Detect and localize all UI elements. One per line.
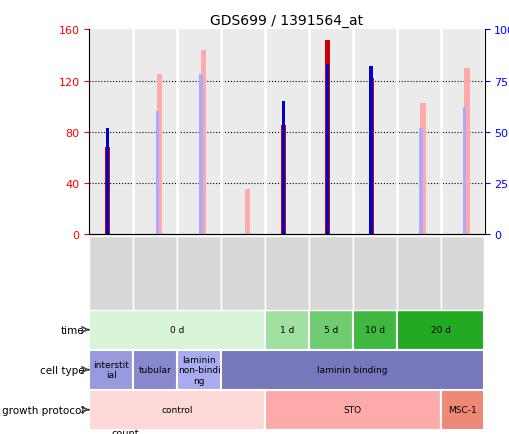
Bar [89, 237, 133, 310]
Text: 0 d: 0 d [169, 326, 184, 334]
Bar [89, 310, 264, 350]
Text: laminin
non-bindi
ng: laminin non-bindi ng [177, 355, 220, 385]
Text: growth protocol: growth protocol [2, 405, 84, 415]
Bar [419, 104, 425, 234]
Bar [105, 148, 110, 234]
Bar [440, 30, 484, 234]
Bar [462, 108, 466, 234]
Bar [324, 41, 329, 234]
Text: time: time [61, 325, 84, 335]
Text: STO: STO [343, 405, 361, 414]
Bar [396, 237, 440, 310]
Bar [396, 310, 484, 350]
Text: laminin binding: laminin binding [317, 365, 387, 374]
Bar [418, 128, 422, 234]
Bar [133, 350, 177, 390]
Bar [352, 237, 396, 310]
Text: count: count [111, 428, 139, 434]
Bar [157, 75, 162, 234]
Bar [220, 30, 264, 234]
Bar [177, 237, 220, 310]
Bar [264, 30, 308, 234]
Bar [220, 350, 484, 390]
Text: control: control [161, 405, 192, 414]
Bar [308, 310, 352, 350]
Bar [220, 237, 264, 310]
Bar [177, 350, 220, 390]
Bar [352, 310, 396, 350]
Title: GDS699 / 1391564_at: GDS699 / 1391564_at [210, 14, 363, 28]
Bar [264, 310, 308, 350]
Bar [89, 390, 264, 430]
Text: cell type: cell type [39, 365, 84, 375]
Bar [463, 69, 469, 234]
Bar [177, 30, 220, 234]
Bar [325, 65, 328, 234]
Bar [281, 102, 285, 234]
Text: interstit
ial: interstit ial [93, 360, 129, 379]
Bar [264, 390, 440, 430]
Bar [244, 190, 249, 234]
Bar [396, 30, 440, 234]
Text: 20 d: 20 d [430, 326, 449, 334]
Bar [440, 390, 484, 430]
Text: 5 d: 5 d [323, 326, 337, 334]
Bar [368, 79, 373, 234]
Bar [440, 237, 484, 310]
Bar [155, 112, 159, 234]
Text: 10 d: 10 d [364, 326, 384, 334]
Bar [89, 30, 133, 234]
Bar [199, 75, 203, 234]
Text: tubular: tubular [138, 365, 171, 374]
Bar [308, 237, 352, 310]
Bar [89, 350, 133, 390]
Bar [280, 126, 286, 234]
Bar [201, 51, 206, 234]
Bar [133, 237, 177, 310]
Text: MSC-1: MSC-1 [447, 405, 476, 414]
Bar [133, 30, 177, 234]
Bar [264, 237, 308, 310]
Bar [308, 30, 352, 234]
Bar [106, 128, 109, 234]
Text: 1 d: 1 d [279, 326, 294, 334]
Bar [369, 67, 372, 234]
Bar [352, 30, 396, 234]
